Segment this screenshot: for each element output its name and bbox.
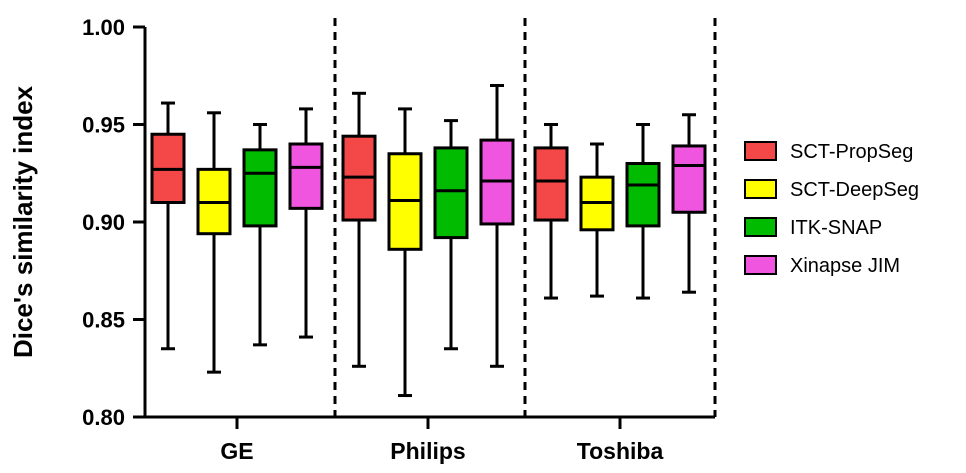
box-xinapse-jim [479,84,515,368]
legend-label: SCT-DeepSeg [790,179,919,201]
y-tick-label: 0.80 [82,405,125,430]
box-itk-snap [242,123,278,347]
x-tick-label: GE [220,438,253,464]
box-sct-deepseg [387,107,423,398]
legend-swatch [744,255,777,275]
x-tick-label: Toshiba [577,438,664,464]
box-sct-deepseg [196,111,232,374]
box-xinapse-jim [671,113,707,294]
legend-swatch [744,179,777,199]
y-tick-label: 0.95 [82,113,125,138]
y-axis-label: Dice's similarity index [8,85,38,358]
x-tick-label: Philips [390,438,465,464]
y-tick-label: 1.00 [82,15,125,40]
legend: SCT-PropSeg SCT-DeepSeg ITK-SNAP Xinapse JI… [744,141,919,277]
legend-swatch [744,141,777,161]
y-tick-label: 0.85 [82,308,125,333]
box-iqr [625,162,661,228]
plot-area: 0.80 0.85 0.90 0.95 1.00 GE Philips Toshiba [82,15,717,464]
box-iqr [288,142,324,210]
y-tick-label: 0.90 [82,210,125,235]
box-iqr [533,146,569,222]
box-sct-propseg [341,91,377,368]
box-iqr [242,148,278,228]
legend-label: ITK-SNAP [790,217,882,239]
box-sct-deepseg [579,142,615,298]
legend-label: SCT-PropSeg [790,141,913,163]
box-sct-propseg [150,101,186,351]
box-itk-snap [625,123,661,300]
legend-label: Xinapse JIM [790,255,900,277]
box-iqr [671,144,707,214]
box-sct-propseg [533,123,569,300]
box-xinapse-jim [288,107,324,339]
box-itk-snap [433,119,469,351]
legend-swatch [744,217,777,237]
box-iqr [433,146,469,240]
